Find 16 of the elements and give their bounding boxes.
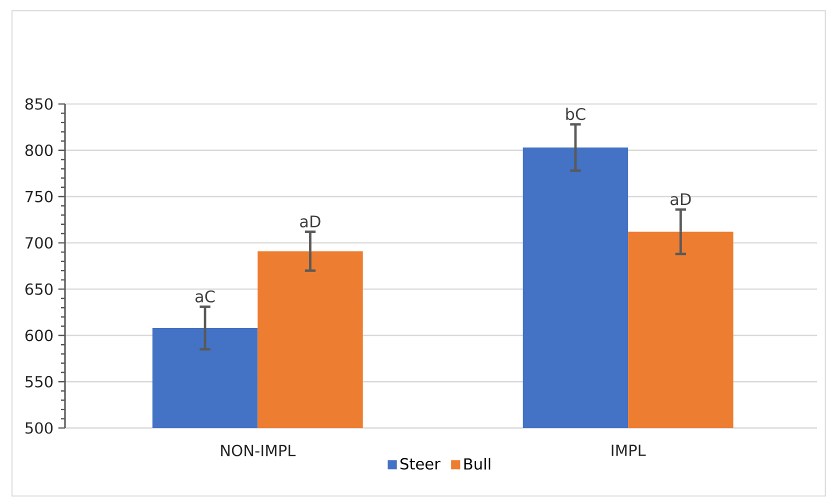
annotation: bC <box>566 108 586 120</box>
annotation: aC <box>196 290 215 302</box>
y-tick-label: 850 <box>25 98 53 110</box>
legend-label: Bull <box>464 458 490 470</box>
x-tick-label: NON-IMPL <box>221 444 296 456</box>
annotation: aD <box>670 193 691 206</box>
x-tick-label: IMPL <box>612 444 646 456</box>
y-tick-label: 750 <box>26 190 53 202</box>
y-tick-label: 700 <box>26 237 53 249</box>
y-tick-label: 500 <box>26 422 53 434</box>
y-tick-label: 550 <box>26 376 53 388</box>
y-tick-label: 650 <box>25 283 53 295</box>
y-tick-label: 800 <box>25 144 53 156</box>
annotation: aD <box>300 216 320 228</box>
y-tick-label: 600 <box>25 330 53 342</box>
legend-label: Steer <box>400 458 440 470</box>
